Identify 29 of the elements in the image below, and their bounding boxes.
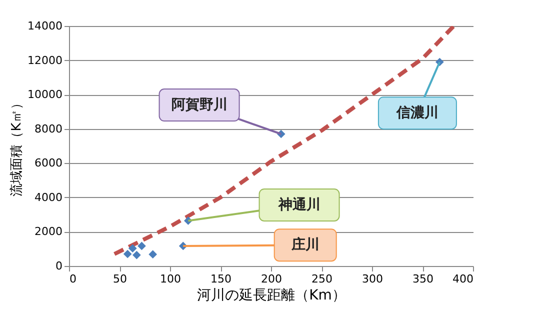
x-tick-label: 150 xyxy=(210,272,232,286)
point xyxy=(138,242,146,250)
annotation: 阿賀野川 xyxy=(171,97,228,114)
x-tick-label: 400 xyxy=(452,272,474,286)
line-series xyxy=(112,26,456,256)
y-tick-label: 6000 xyxy=(34,156,62,170)
x-tick-label: 250 xyxy=(312,272,332,286)
x-tick-label: 100 xyxy=(160,272,181,286)
y-tick-label: 2000 xyxy=(34,225,62,238)
y-tick-label: 0 xyxy=(56,260,62,272)
x-axis-title: 河川の延長距離（Km） xyxy=(197,288,346,304)
x-tick-label: 50 xyxy=(113,272,127,286)
y-tick-label: 4000 xyxy=(34,190,62,204)
x-tick-label: 300 xyxy=(362,272,383,286)
point xyxy=(148,250,158,259)
x-tick-label: 350 xyxy=(412,272,434,286)
y-tick-label: 8000 xyxy=(34,122,62,136)
point xyxy=(128,244,137,253)
annotation: 庄川 xyxy=(290,236,320,254)
y-axis-title: 流域面積（K㎡） xyxy=(8,96,25,196)
point xyxy=(123,250,132,258)
y-tick-label: 12000 xyxy=(28,54,62,67)
annotation: 信濃川 xyxy=(395,105,438,122)
x-tick-label: 200 xyxy=(261,272,282,286)
x-tick-label: 0 xyxy=(70,272,76,286)
point xyxy=(132,250,141,260)
y-tick-label: 14000 xyxy=(28,20,62,32)
y-tick-label: 10000 xyxy=(28,88,62,102)
annotation: 神通川 xyxy=(277,196,320,213)
